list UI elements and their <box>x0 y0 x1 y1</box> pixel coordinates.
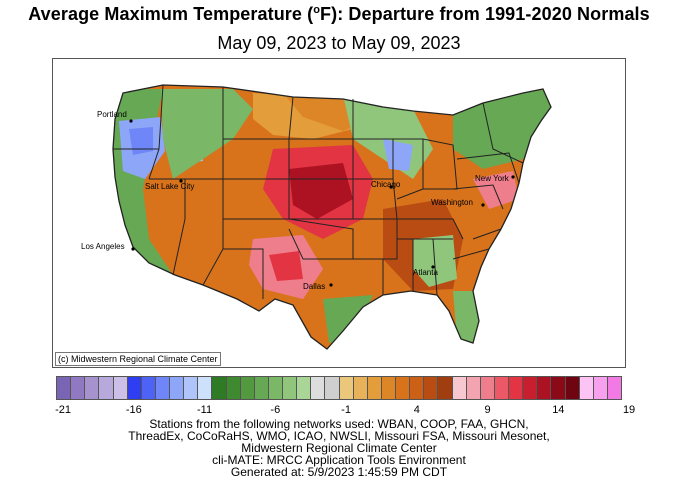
legend-swatch <box>297 377 312 399</box>
legend-swatch <box>367 377 382 399</box>
city-dot-washington <box>481 203 485 207</box>
legend-swatch <box>99 377 114 399</box>
color-legend <box>56 376 622 400</box>
legend-swatch <box>311 377 326 399</box>
footer-line-org: Midwestern Regional Climate Center <box>241 441 437 455</box>
city-dot-portland <box>129 119 133 123</box>
legend-tick-label: 9 <box>484 404 491 416</box>
map-title: Average Maximum Temperature (oF): Depart… <box>28 4 650 24</box>
legend-swatch <box>537 377 552 399</box>
legend-tick-label: 19 <box>622 404 636 416</box>
legend-tick-label: -11 <box>197 404 213 416</box>
legend-swatch <box>480 377 495 399</box>
legend-swatch <box>325 377 340 399</box>
footer-line-generated: Generated at: 5/9/2023 1:45:59 PM CDT <box>230 465 448 479</box>
city-dot-chicago <box>389 185 393 189</box>
legend-tick-label: -1 <box>341 404 351 416</box>
footer-line-networks-cont: ThreadEx, CoCoRaHS, WMO, ICAO, NWSLI, Mi… <box>128 429 550 443</box>
legend-swatch <box>424 377 439 399</box>
legend-swatch <box>268 377 283 399</box>
city-dot-new-york <box>511 175 515 179</box>
legend-tick-label: -6 <box>270 404 281 416</box>
legend-swatch <box>339 377 354 399</box>
city-label-portland: Portland <box>97 110 127 119</box>
copyright-credit: (c) Midwestern Regional Climate Center <box>55 352 221 366</box>
legend-swatch <box>127 377 142 399</box>
legend-swatch <box>85 377 100 399</box>
footer-notes: Stations from the following networks use… <box>0 418 678 478</box>
legend-swatch <box>240 377 255 399</box>
legend-swatch <box>71 377 86 399</box>
city-label-washington: Washington <box>431 198 473 207</box>
city-dot-los-angeles <box>131 247 135 251</box>
legend-tick-labels: -21 -16 -11 -6 -1 4 9 14 19 <box>55 404 635 418</box>
legend-swatch <box>283 377 298 399</box>
legend-swatch <box>509 377 524 399</box>
footer-line-networks: Stations from the following networks use… <box>149 417 529 431</box>
city-dot-dallas <box>329 283 333 287</box>
legend-swatch <box>381 377 396 399</box>
city-label-dallas: Dallas <box>303 282 325 291</box>
legend-swatch <box>155 377 170 399</box>
legend-swatch <box>353 377 368 399</box>
legend-tick-label: -21 <box>55 404 72 416</box>
city-dot-salt-lake-city <box>179 179 183 183</box>
legend-swatch <box>565 377 580 399</box>
legend-swatch <box>438 377 453 399</box>
legend-swatch <box>57 377 72 399</box>
legend-swatch <box>212 377 227 399</box>
legend-swatch <box>494 377 509 399</box>
legend-swatch <box>452 377 467 399</box>
legend-swatch <box>466 377 481 399</box>
legend-swatch <box>396 377 411 399</box>
city-label-los-angeles: Los Angeles <box>81 242 125 251</box>
legend-tick-label: -16 <box>125 404 142 416</box>
legend-tick-label: 4 <box>413 404 420 416</box>
legend-swatch <box>198 377 213 399</box>
temperature-field <box>113 85 551 349</box>
legend-swatch <box>523 377 538 399</box>
legend-swatch <box>254 377 269 399</box>
legend-tick-label: 14 <box>552 404 565 416</box>
state-borders <box>112 84 552 350</box>
legend-swatch <box>593 377 608 399</box>
legend-swatch <box>410 377 425 399</box>
footer-line-tool: cli-MATE: MRCC Application Tools Environ… <box>212 453 466 467</box>
legend-swatch <box>579 377 594 399</box>
legend-swatch <box>607 377 621 399</box>
city-dot-atlanta <box>431 265 435 269</box>
legend-swatch <box>226 377 241 399</box>
city-label-chicago: Chicago <box>371 180 401 189</box>
city-markers: Portland Salt Lake City Los Angeles Dall… <box>81 110 515 291</box>
legend-swatch <box>551 377 566 399</box>
city-label-new-york: New York <box>475 174 510 183</box>
legend-swatch <box>170 377 185 399</box>
city-label-salt-lake-city: Salt Lake City <box>145 182 194 191</box>
city-label-atlanta: Atlanta <box>413 268 438 277</box>
us-temperature-map: Portland Salt Lake City Los Angeles Dall… <box>81 84 552 350</box>
legend-swatch <box>141 377 156 399</box>
legend-swatch <box>184 377 199 399</box>
map-panel: Portland Salt Lake City Los Angeles Dall… <box>52 58 626 368</box>
map-subtitle: May 09, 2023 to May 09, 2023 <box>217 33 461 53</box>
legend-swatch <box>113 377 128 399</box>
